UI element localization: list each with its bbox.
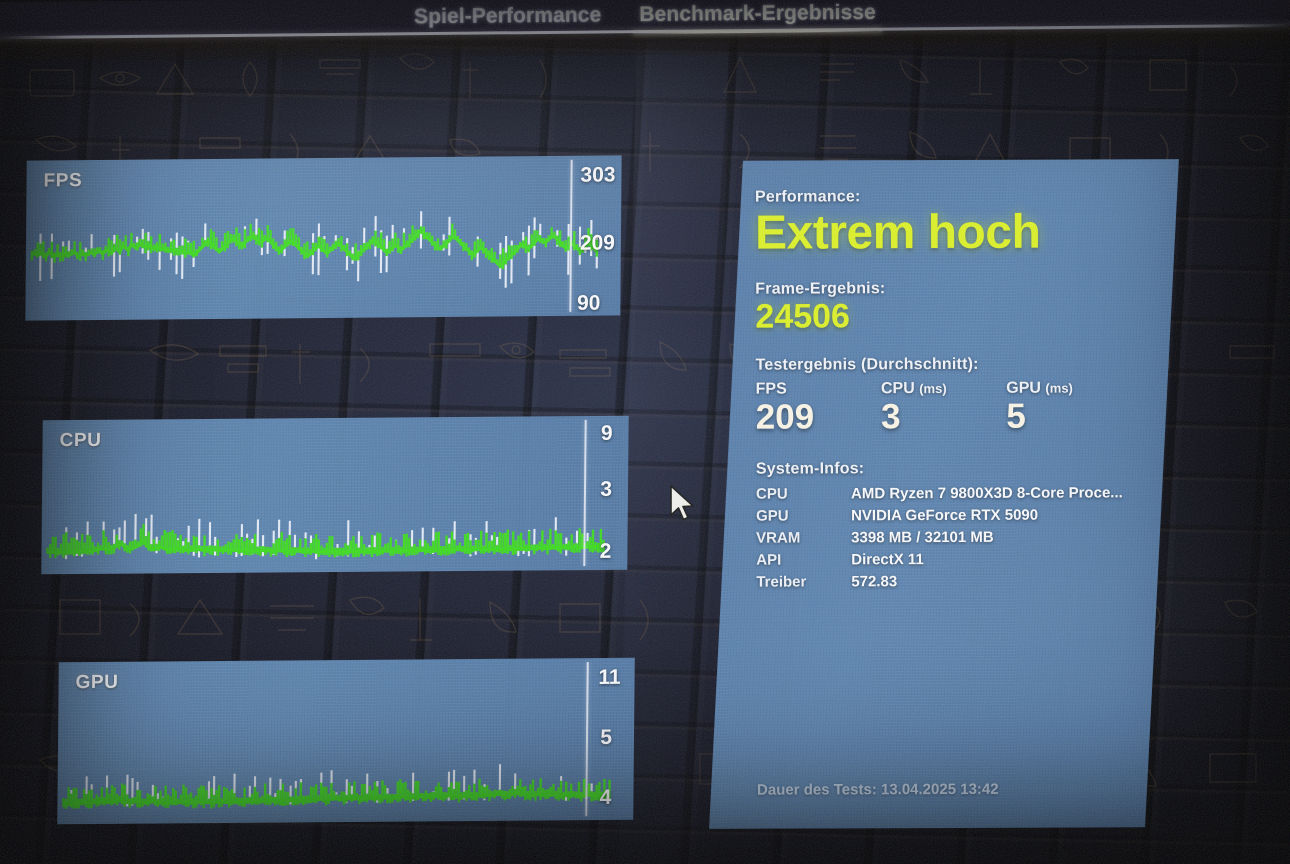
system-key-vram: VRAM: [756, 529, 801, 547]
metric-gpu-name-text: GPU: [1006, 379, 1041, 397]
average-results-label: Testergebnis (Durchschnitt):: [755, 355, 979, 374]
center-pillar-highlight: [619, 40, 729, 864]
test-duration-text: Dauer des Tests: 13.04.2025 13:42: [757, 780, 999, 799]
metric-cpu-unit: (ms): [919, 380, 947, 396]
metric-gpu-value: 5: [1006, 396, 1026, 436]
metric-cpu-name: CPU (ms): [881, 380, 1006, 398]
graph-panel-cpu: CPU 9 3 2: [41, 415, 629, 575]
system-key-api: API: [756, 551, 782, 569]
graph-panel-fps: FPS 303 209 90: [25, 155, 622, 321]
gpu-tick-min: 4: [599, 785, 612, 810]
metric-fps-value: 209: [755, 397, 815, 437]
cpu-plot: [41, 416, 628, 575]
system-value-api: DirectX 11: [851, 550, 924, 568]
performance-label: Performance:: [754, 188, 861, 206]
metric-fps: FPS 209: [756, 380, 882, 436]
frame-score-label: Frame-Ergebnis:: [755, 280, 886, 299]
fps-tick-max: 303: [580, 163, 616, 187]
metric-gpu-name: GPU (ms): [1006, 379, 1131, 397]
system-row-vram: VRAM 3398 MB / 32101 MB: [756, 528, 1132, 551]
system-row-api: API DirectX 11: [756, 550, 1132, 573]
graph-panel-gpu: GPU 11 5 4: [57, 657, 635, 825]
system-row-gpu: GPU NVIDIA GeForce RTX 5090: [756, 506, 1132, 529]
frame-score-value: 24506: [755, 297, 850, 337]
tab-spiel-performance[interactable]: Spiel-Performance: [413, 2, 602, 28]
system-info-label: System-Infos:: [755, 459, 865, 478]
metric-cpu-value: 3: [880, 396, 901, 437]
average-metrics-row: FPS 209 CPU (ms) 3 GPU (ms) 5: [756, 379, 1132, 436]
mouse-pointer-icon: [668, 484, 698, 524]
system-value-vram: 3398 MB / 32101 MB: [851, 528, 994, 546]
system-row-treiber: Treiber 572.83: [756, 572, 1132, 595]
benchmark-results-panel: Performance: Extrem hoch Frame-Ergebnis:…: [709, 159, 1179, 829]
performance-value: Extrem hoch: [754, 205, 1041, 260]
system-info-rows: CPU AMD Ryzen 7 9800X3D 8-Core Proce... …: [756, 484, 1132, 595]
gpu-plot: [57, 658, 635, 825]
gpu-tick-max: 11: [598, 665, 621, 690]
system-key-cpu: CPU: [755, 485, 788, 503]
fps-plot: [25, 155, 621, 320]
metric-fps-name: FPS: [755, 380, 787, 398]
fps-graph-title: FPS: [43, 170, 83, 192]
cpu-tick-mid: 3: [600, 477, 613, 501]
cpu-tick-min: 2: [599, 539, 612, 563]
cpu-tick-max: 9: [600, 421, 613, 445]
system-value-treiber: 572.83: [851, 572, 898, 590]
fps-tick-min: 90: [576, 291, 601, 315]
system-row-cpu: CPU AMD Ryzen 7 9800X3D 8-Core Proce...: [756, 484, 1132, 507]
metric-cpu-name-text: CPU: [880, 379, 915, 398]
gpu-tick-mid: 5: [600, 725, 613, 750]
metric-gpu-unit: (ms): [1045, 380, 1073, 396]
tab-benchmark-ergebnisse[interactable]: Benchmark-Ergebnisse: [633, 0, 882, 34]
system-value-gpu: NVIDIA GeForce RTX 5090: [851, 506, 1039, 524]
system-value-cpu: AMD Ryzen 7 9800X3D 8-Core Proce...: [850, 483, 1123, 502]
system-key-gpu: GPU: [756, 507, 789, 525]
metric-gpu: GPU (ms) 5: [1006, 379, 1132, 435]
gpu-graph-title: GPU: [75, 671, 119, 694]
cpu-graph-title: CPU: [59, 429, 102, 452]
metric-cpu: CPU (ms) 3: [881, 380, 1007, 436]
fps-tick-mid: 209: [579, 231, 616, 255]
system-key-treiber: Treiber: [756, 573, 807, 591]
